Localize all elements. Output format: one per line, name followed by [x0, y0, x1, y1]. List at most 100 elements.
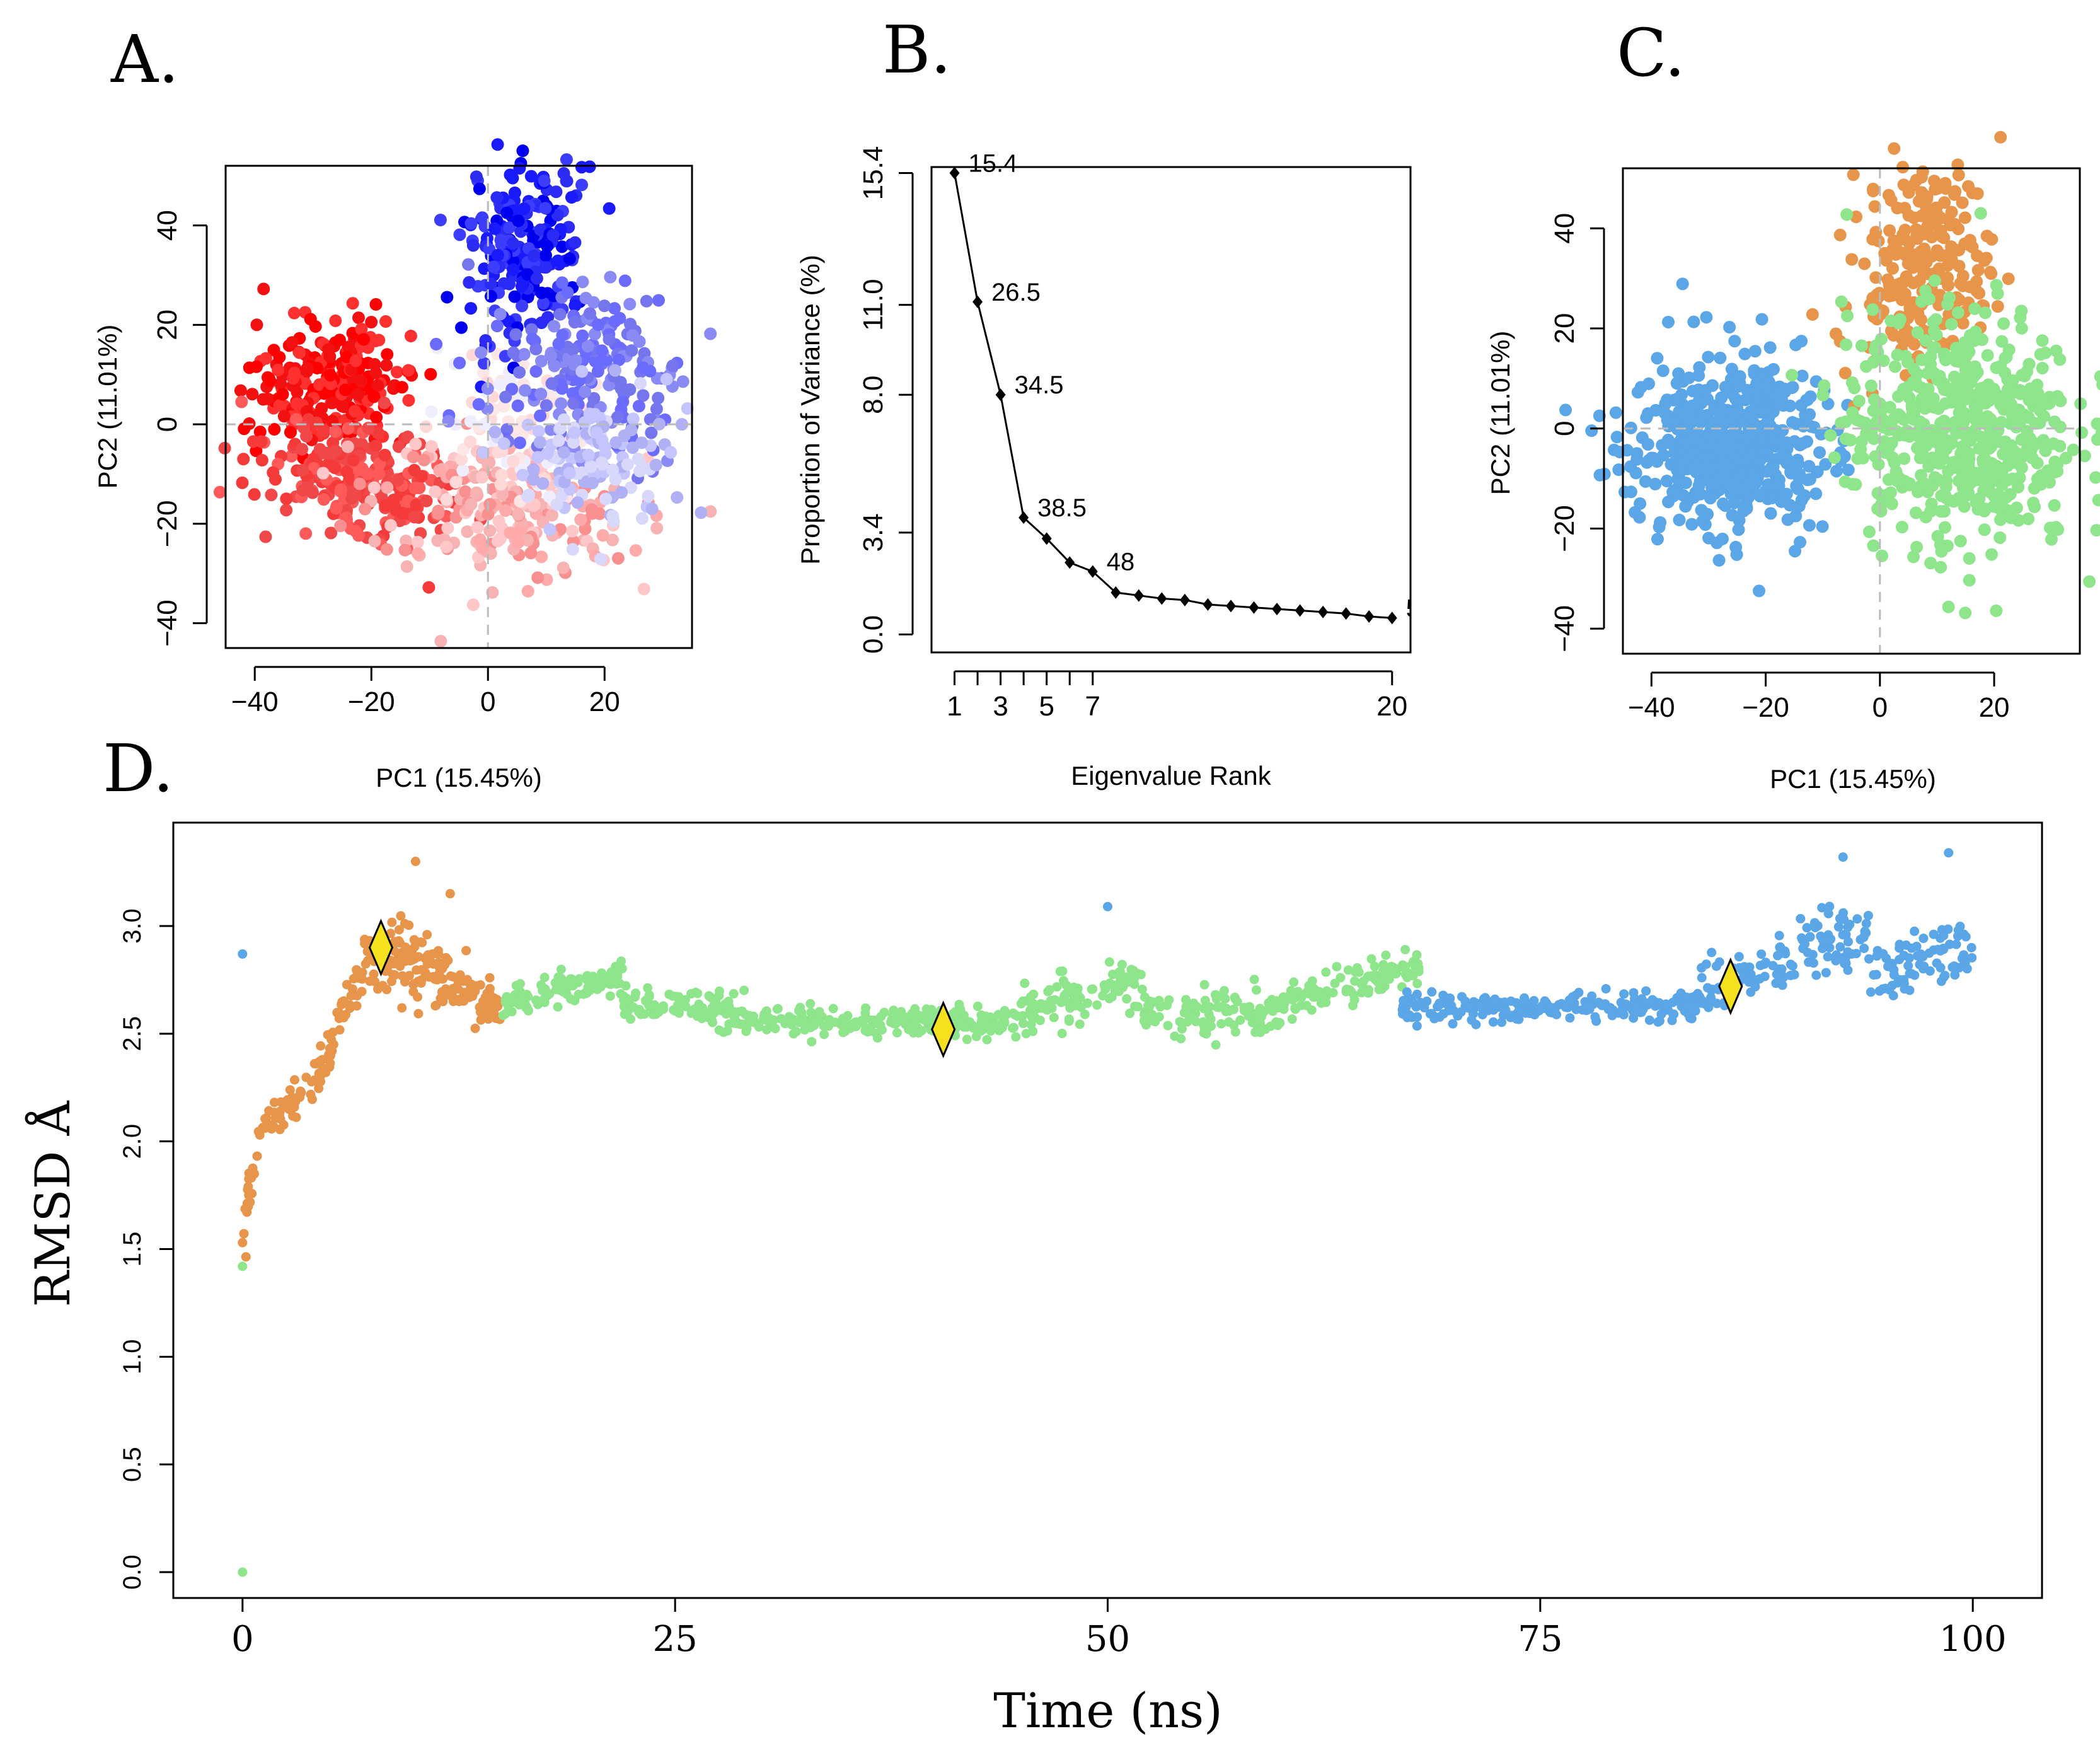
panel-c-point: [1755, 434, 1768, 448]
panel-c-point: [1973, 492, 1986, 505]
panel-a-y-tick-label: 20: [152, 310, 183, 340]
panel-c-point: [1939, 489, 1952, 502]
panel-d-point: [911, 1016, 921, 1026]
panel-c-point: [1942, 600, 1955, 613]
panel-d-point: [555, 985, 565, 995]
panel-d-point: [1010, 1010, 1020, 1020]
panel-c-point: [1713, 413, 1726, 426]
panel-c-point: [1840, 338, 1853, 351]
panel-c-x-tick-label: 0: [1872, 692, 1888, 723]
panel-a-point: [494, 478, 507, 491]
panel-c-point: [1884, 315, 1898, 328]
panel-c-point: [2014, 311, 2027, 325]
panel-c-point: [1881, 488, 1894, 501]
panel-c-point: [1919, 334, 1932, 347]
panel-a-point: [548, 320, 561, 333]
panel-d-point: [1412, 989, 1422, 999]
panel-c-point: [2020, 365, 2033, 378]
panel-d-point: [1895, 943, 1905, 953]
panel-a-point: [546, 229, 560, 242]
panel-c-point: [1786, 381, 1799, 395]
panel-a-point: [310, 416, 323, 429]
panel-a-point: [402, 394, 415, 407]
panel-a-xlabel: PC1 (15.45%): [376, 763, 542, 792]
panel-a-point: [583, 307, 596, 320]
panel-a-point: [304, 313, 317, 326]
panel-d-point: [1401, 1003, 1411, 1013]
panel-d-y-tick-label: 3.0: [118, 908, 146, 944]
panel-d-point: [741, 1026, 751, 1036]
panel-c-point: [1961, 489, 1974, 502]
panel-a-point: [400, 560, 413, 573]
panel-a-point: [407, 451, 420, 464]
panel-a-point: [248, 488, 261, 501]
panel-a-point: [420, 494, 433, 507]
panel-c-point: [1894, 277, 1907, 290]
panel-d-point: [489, 993, 499, 1003]
panel-a-point: [604, 270, 617, 284]
panel-c-point: [1847, 168, 1860, 182]
panel-c-point: [1931, 182, 1944, 195]
panel-c-point: [1844, 434, 1857, 447]
panel-a-point: [349, 405, 362, 418]
panel-d-point: [1307, 976, 1317, 986]
panel-c-point: [1685, 518, 1699, 531]
panel-c-point: [1850, 413, 1863, 426]
panel-d-point: [762, 1024, 772, 1034]
panel-c-point: [1755, 313, 1768, 326]
panel-d-frame: [172, 821, 2043, 1599]
panel-d-point: [448, 971, 458, 981]
panel-a-point: [371, 379, 384, 392]
panel-c-point: [1764, 507, 1777, 520]
panel-d-point: [328, 1039, 338, 1050]
panel-a-point: [543, 523, 557, 536]
panel-c-point: [1719, 499, 1732, 512]
panel-d-point: [758, 1015, 768, 1025]
panel-c-point: [1634, 381, 1647, 394]
panel-c-point: [1917, 477, 1930, 490]
panel-c-point: [1876, 549, 1889, 562]
panel-b-x-tick-label: 1: [947, 691, 962, 722]
panel-d-outlier-point: [410, 857, 420, 866]
panel-a-point: [695, 506, 708, 519]
panel-d-point: [493, 1001, 503, 1011]
panel-a-point: [545, 349, 558, 362]
panel-d-point: [291, 1113, 301, 1123]
panel-d-point: [1672, 993, 1682, 1003]
panel-a-point: [265, 489, 278, 502]
panel-c-point: [1770, 479, 1783, 492]
panel-a-point: [487, 260, 500, 274]
panel-c-point: [1917, 396, 1930, 410]
panel-d-point: [1832, 950, 1842, 960]
panel-d-point: [1565, 1013, 1575, 1023]
panel-d-point: [550, 978, 560, 988]
panel-d-point: [239, 1229, 249, 1239]
panel-d-point: [1082, 998, 1092, 1008]
panel-d-point: [707, 1016, 717, 1026]
panel-d-point: [828, 1004, 838, 1014]
panel-a-point: [482, 507, 495, 521]
panel-c-point: [1835, 295, 1848, 308]
panel-a-point: [563, 252, 576, 265]
panel-d-point: [1018, 1019, 1029, 1029]
panel-a-point: [287, 306, 301, 320]
panel-d-point: [1137, 984, 1147, 994]
panel-b-point: [1295, 604, 1305, 617]
panel-b-x-tick-label: 20: [1376, 691, 1407, 722]
panel-c-point: [1888, 142, 1901, 155]
panel-c-point: [1958, 211, 1971, 224]
panel-d-y-tick-label: 1.5: [118, 1232, 146, 1267]
panel-a-point: [624, 481, 637, 494]
panel-a-point: [568, 426, 581, 439]
panel-d-point: [454, 995, 464, 1005]
panel-a-point: [516, 144, 529, 158]
panel-c-point: [1889, 465, 1903, 478]
panel-c-point: [1838, 366, 1852, 379]
panel-a-point: [369, 439, 383, 453]
panel-a-point: [471, 521, 484, 534]
panel-c-point: [1716, 532, 1729, 545]
panel-d-point: [1583, 1001, 1593, 1011]
panel-c-point: [1937, 452, 1950, 465]
panel-a-point: [372, 333, 386, 347]
panel-a-point: [611, 552, 625, 565]
